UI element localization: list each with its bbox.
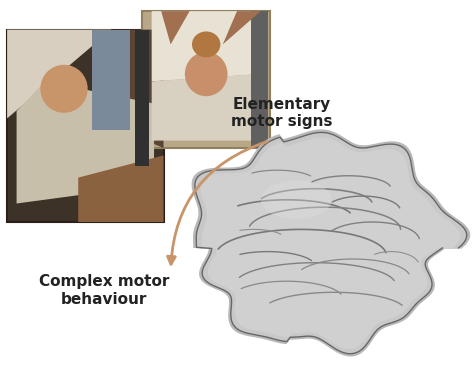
FancyBboxPatch shape	[142, 11, 270, 148]
Text: Complex motor
behaviour: Complex motor behaviour	[39, 274, 170, 307]
Bar	[135, 30, 149, 166]
Polygon shape	[152, 74, 261, 141]
Polygon shape	[78, 155, 164, 222]
Ellipse shape	[185, 52, 228, 96]
FancyBboxPatch shape	[7, 30, 164, 222]
Polygon shape	[92, 30, 164, 148]
Ellipse shape	[261, 180, 331, 219]
Polygon shape	[152, 11, 261, 81]
Polygon shape	[223, 11, 261, 44]
Polygon shape	[192, 130, 470, 356]
FancyArrowPatch shape	[167, 141, 267, 264]
Polygon shape	[92, 30, 130, 130]
Polygon shape	[201, 138, 460, 349]
Bar	[251, 11, 268, 148]
Polygon shape	[161, 11, 190, 44]
Polygon shape	[7, 30, 111, 118]
Polygon shape	[195, 132, 467, 354]
Text: Elementary
motor signs: Elementary motor signs	[231, 97, 333, 129]
Ellipse shape	[192, 31, 220, 57]
Polygon shape	[17, 81, 154, 204]
Ellipse shape	[40, 65, 88, 113]
